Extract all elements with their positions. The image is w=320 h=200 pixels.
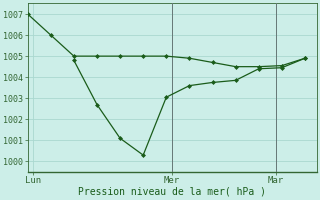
X-axis label: Pression niveau de la mer( hPa ): Pression niveau de la mer( hPa ) <box>78 187 266 197</box>
